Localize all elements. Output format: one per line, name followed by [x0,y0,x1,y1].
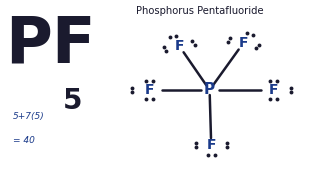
Text: F: F [238,36,248,50]
Text: 5: 5 [62,87,82,115]
Text: F: F [206,138,216,152]
Text: F: F [145,83,155,97]
Text: F: F [269,83,278,97]
Text: Phosphorus Pentafluoride: Phosphorus Pentafluoride [136,6,264,16]
Text: PF: PF [5,14,95,76]
Text: F: F [174,39,184,53]
Text: 5+7(5): 5+7(5) [13,112,44,122]
Text: P: P [204,82,215,98]
Text: = 40: = 40 [13,136,35,145]
